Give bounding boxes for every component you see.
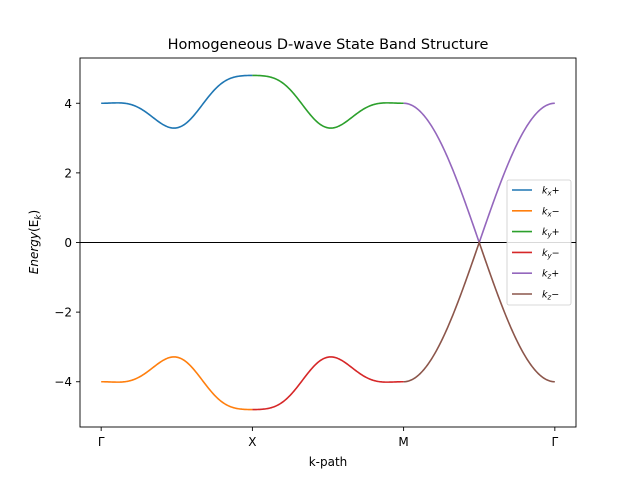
x-tick-label: X	[248, 435, 256, 449]
series-line-x-minus	[101, 356, 253, 411]
legend-entry-label: ky−	[542, 248, 560, 260]
chart-title: Homogeneous D-wave State Band Structure	[168, 37, 489, 53]
x-tick-label: Γ	[98, 435, 105, 449]
x-tick-label: Γ	[551, 435, 558, 449]
legend-frame	[506, 179, 572, 306]
legend-entry-label: kx−	[542, 206, 560, 218]
legend-entry-label: kx+	[542, 186, 560, 198]
series-line-z-minus	[403, 240, 555, 383]
y-axis-label: Energy(Ek)	[27, 210, 44, 274]
y-tick-label: 4	[64, 97, 72, 111]
legend-entry-label: kz+	[542, 269, 559, 281]
series-line-y-plus	[252, 74, 404, 129]
series-line-x-plus	[101, 74, 253, 129]
y-tick-label: 2	[64, 166, 72, 180]
legend-entry-label: ky+	[542, 227, 560, 239]
series-curves	[80, 74, 576, 411]
y-tick-label: 0	[64, 236, 72, 250]
legend-entry-label: kz−	[542, 290, 559, 302]
y-axis-ticks: −4 −2 0 2 4	[54, 97, 80, 389]
series-line-y-minus	[252, 356, 404, 411]
y-tick-label: −2	[54, 306, 72, 320]
y-tick-label: −4	[54, 375, 72, 389]
x-tick-label: M	[398, 435, 408, 449]
legend: kx+ kx− ky+ ky− kz+ kz−	[506, 179, 572, 306]
x-axis-label: k-path	[309, 455, 348, 469]
